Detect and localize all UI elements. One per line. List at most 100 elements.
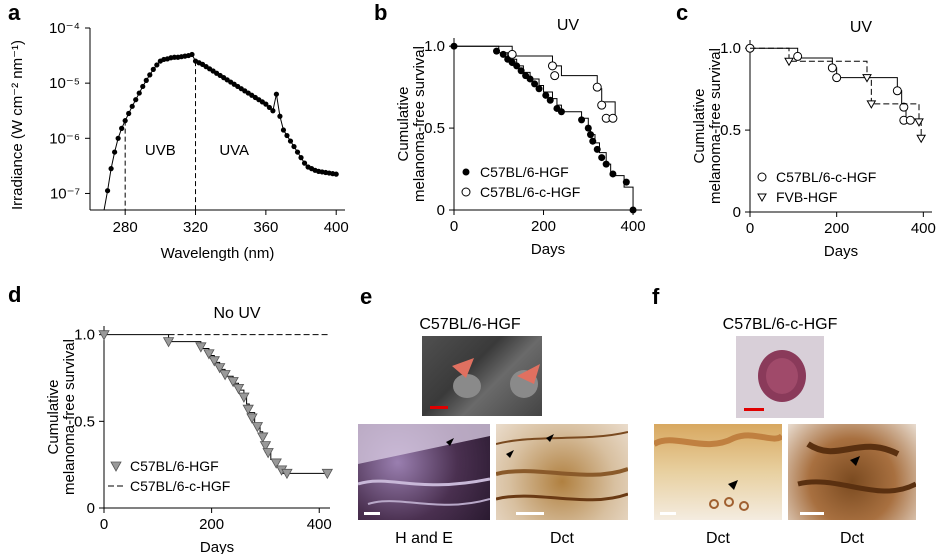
- data-point: [189, 51, 195, 58]
- y-tick-label: 0: [733, 204, 741, 221]
- legend-label: C57BL/6-HGF: [480, 164, 569, 180]
- legend-label: C57BL/6-HGF: [130, 458, 219, 474]
- data-point: [832, 73, 842, 83]
- data-point: [507, 49, 517, 59]
- data-point: [126, 110, 132, 117]
- panel-label-a: a: [8, 0, 21, 25]
- uvb-label: UVB: [145, 142, 176, 159]
- y-axis-label: melanoma-free survival: [411, 46, 428, 202]
- tumor-nodule: [453, 374, 481, 398]
- data-point: [257, 432, 269, 443]
- mouse-skin-photo-e: [422, 336, 542, 416]
- data-point: [203, 349, 215, 360]
- legend-label: C57BL/6-c-HGF: [130, 478, 230, 494]
- y-tick-label: 1.0: [74, 327, 95, 344]
- data-point: [140, 83, 146, 90]
- data-point: [793, 51, 803, 61]
- data-point: [287, 138, 294, 144]
- scale-bar: [364, 512, 380, 515]
- y-tick-label: 0: [437, 202, 445, 219]
- survival-chart-d: 0 0.5 1.0 0 200 400 No UV Days Cumulative melanom…: [45, 305, 333, 554]
- data-point: [547, 61, 557, 71]
- data-point: [227, 377, 239, 388]
- x-tick-label: 200: [199, 516, 224, 533]
- chart-title: No UV: [213, 305, 260, 322]
- uva-label: UVA: [219, 142, 249, 159]
- data-point: [899, 102, 909, 112]
- data-point: [584, 124, 592, 132]
- data-point: [550, 71, 560, 81]
- data-point: [757, 193, 767, 203]
- x-tick-label: 400: [911, 220, 936, 237]
- scale-bar: [660, 512, 676, 515]
- data-point: [892, 86, 902, 96]
- data-point: [513, 62, 521, 70]
- data-point: [557, 108, 565, 116]
- data-point: [862, 74, 872, 83]
- data-point: [115, 135, 121, 141]
- y-axis-label: melanoma-free survival: [61, 339, 78, 495]
- data-point: [98, 330, 110, 341]
- y-tick-label: 10⁻⁷: [50, 185, 80, 202]
- data-point: [150, 66, 156, 72]
- y-axis-label: Cumulative: [395, 86, 412, 161]
- data-point: [219, 370, 231, 381]
- caption-dct-f2: Dct: [840, 530, 864, 547]
- data-point: [298, 155, 304, 161]
- caption-he: H and E: [395, 530, 453, 547]
- y-axis-label: Cumulative: [691, 88, 708, 163]
- dct-stain-photo-f1: [654, 424, 782, 520]
- spectrum-chart: 10⁻⁷ 10⁻⁶ 10⁻⁵ 10⁻⁴ 280 320 360 400 UVB UVA Wavele…: [9, 20, 349, 262]
- data-point: [462, 168, 470, 176]
- data-point: [333, 171, 339, 177]
- data-point: [270, 108, 276, 114]
- x-axis-label: Days: [531, 241, 565, 258]
- panel-f-title: C57BL/6-c-HGF: [722, 316, 838, 333]
- x-tick-label: 400: [307, 516, 332, 533]
- y-tick-label: 10⁻⁴: [49, 20, 80, 37]
- data-point: [593, 145, 601, 153]
- legend-label: C57BL/6-c-HGF: [480, 184, 580, 200]
- scale-bar: [744, 408, 764, 411]
- caption-dct-e: Dct: [550, 530, 574, 547]
- y-tick-label: 1.0: [720, 40, 741, 57]
- panel-e-title: C57BL/6-HGF: [419, 316, 521, 333]
- data-point: [281, 468, 293, 480]
- y-axis-label: Cumulative: [45, 379, 62, 454]
- data-point: [136, 90, 142, 96]
- data-point: [154, 62, 160, 68]
- data-point: [757, 172, 767, 182]
- y-axis-label: Irradiance (W cm⁻² nm⁻¹): [9, 40, 26, 210]
- y-tick-label: 10⁻⁵: [49, 75, 80, 92]
- x-axis-label: Days: [824, 243, 858, 260]
- data-point: [129, 103, 135, 109]
- data-point: [122, 118, 128, 124]
- data-point: [598, 154, 606, 162]
- dct-stain-photo-f2: [788, 424, 916, 520]
- data-point: [526, 75, 534, 83]
- data-point: [251, 422, 264, 433]
- data-point: [784, 57, 794, 67]
- x-tick-label: 0: [100, 516, 108, 533]
- x-tick-label: 0: [450, 218, 458, 235]
- black-arrow-icon: [546, 434, 554, 442]
- data-point: [827, 63, 837, 73]
- data-point: [608, 113, 618, 123]
- scale-bar: [430, 406, 448, 409]
- x-tick-label: 200: [531, 218, 556, 235]
- x-tick-label: 320: [183, 219, 208, 236]
- data-point: [914, 118, 924, 127]
- data-point: [112, 149, 118, 155]
- chart-title: UV: [850, 19, 873, 36]
- data-point: [195, 342, 207, 353]
- caption-dct-f1: Dct: [706, 530, 730, 547]
- data-point: [266, 104, 272, 111]
- he-histology-photo: [358, 424, 490, 520]
- x-tick-label: 200: [824, 220, 849, 237]
- data-point: [517, 67, 525, 75]
- data-point: [622, 178, 630, 186]
- data-point: [866, 100, 877, 109]
- data-point: [321, 468, 333, 480]
- data-point: [133, 97, 139, 103]
- x-tick-label: 400: [324, 219, 349, 236]
